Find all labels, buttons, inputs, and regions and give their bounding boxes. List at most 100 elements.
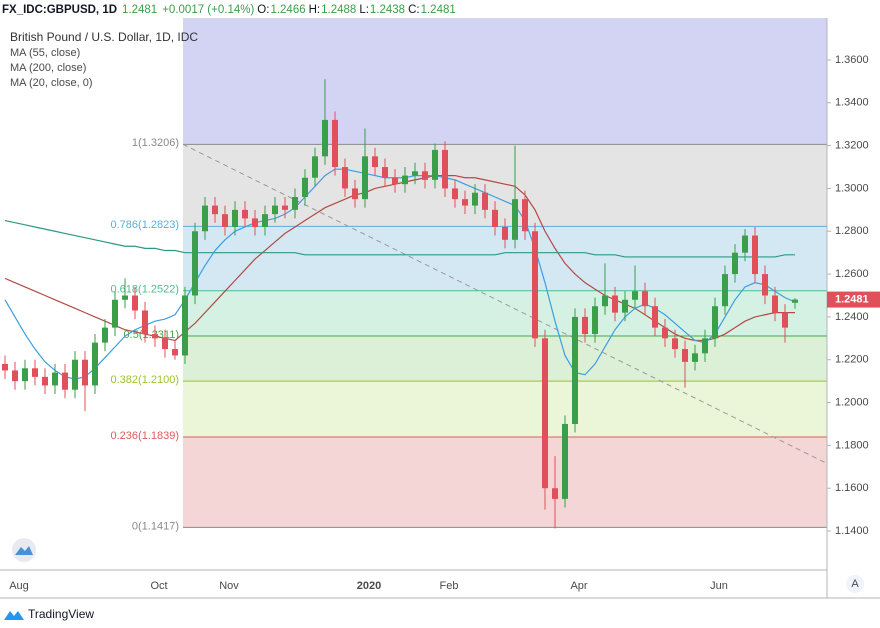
candle-body (542, 338, 548, 489)
candle-body (192, 231, 198, 296)
x-tick-label: Aug (9, 580, 29, 592)
y-tick-label: 1.3200 (835, 140, 869, 152)
fib-zone (183, 437, 827, 528)
y-tick-label: 1.2400 (835, 311, 869, 323)
x-tick-label: Oct (150, 580, 167, 592)
candle-body (12, 370, 18, 382)
candle-body (172, 349, 178, 356)
candle-body (2, 364, 8, 371)
x-tick-label: Jun (710, 580, 728, 592)
auto-scale-button[interactable]: A (846, 575, 864, 593)
candle-body (762, 274, 768, 296)
header-text: 1.2481 (421, 4, 456, 16)
candle-body (312, 156, 318, 178)
candle-body (232, 209, 238, 227)
header-text: 1.2481 (122, 4, 157, 16)
header-text: C: (408, 4, 420, 16)
candle-body (242, 209, 248, 219)
plot-area: 1(1.3206)0.786(1.2823)0.618(1.2522)0.5(1… (2, 18, 827, 532)
fib-label: 0.236(1.1839) (111, 430, 180, 442)
candle-body (62, 372, 68, 390)
candle-body (712, 306, 718, 339)
y-tick-label: 1.1600 (835, 482, 869, 494)
candle-body (82, 359, 88, 386)
candle-body (32, 368, 38, 377)
fib-zone (183, 335, 827, 382)
brand: TradingView (4, 607, 94, 621)
y-tick-label: 1.3400 (835, 97, 869, 109)
header-text: 1.2438 (370, 4, 405, 16)
legend-entry: MA (55, close) (10, 47, 80, 59)
y-tick-label: 1.2200 (835, 354, 869, 366)
candle-body (782, 312, 788, 328)
header-text: +0.0017 (+0.14%) (162, 4, 254, 16)
candle-body (512, 199, 518, 240)
candle-body (682, 349, 688, 362)
y-tick-label: 1.3600 (835, 54, 869, 66)
y-tick-label: 1.2800 (835, 225, 869, 237)
candle-body (102, 327, 108, 343)
candle-body (602, 295, 608, 307)
candle-body (742, 235, 748, 253)
candle-body (372, 156, 378, 168)
button-label: A (851, 578, 859, 590)
candle-body (392, 177, 398, 185)
moving-average (4, 219, 795, 258)
candle-body (382, 167, 388, 178)
candle-body (92, 342, 98, 386)
candle-body (722, 274, 728, 307)
candle-body (672, 338, 678, 350)
candle-body (262, 214, 268, 227)
candle-body (472, 192, 478, 206)
candle-body (22, 368, 28, 382)
fib-label: 0.382(1.2100) (111, 374, 180, 386)
candle-body (482, 192, 488, 210)
candle-body (142, 310, 148, 335)
x-tick-label: 2020 (357, 580, 381, 592)
candle-body (662, 327, 668, 339)
candle-body (72, 359, 78, 390)
legend-entry: British Pound / U.S. Dollar, 1D, IDC (10, 30, 198, 44)
candle-body (572, 316, 578, 424)
x-tick-label: Nov (219, 580, 239, 592)
last-price-label: 1.2481 (835, 293, 869, 305)
candle-body (162, 338, 168, 350)
chart-logo[interactable] (12, 538, 36, 562)
candle-body (402, 175, 408, 185)
y-tick-label: 1.2600 (835, 268, 869, 280)
candle-body (522, 199, 528, 232)
candle-body (112, 299, 118, 328)
y-tick-label: 1.1800 (835, 439, 869, 451)
candle-body (352, 188, 358, 200)
fib-zone (183, 381, 827, 438)
candle-body (622, 299, 628, 313)
fib-zone (183, 290, 827, 336)
y-tick-label: 1.1400 (835, 525, 869, 537)
fib-label: 0(1.1417) (132, 520, 179, 532)
candle-body (532, 231, 538, 339)
moving-average (4, 174, 795, 342)
brand-text: TradingView (28, 607, 94, 621)
fib-label: 0.618(1.2522) (111, 284, 180, 296)
candle-body (652, 306, 658, 328)
x-tick-label: Feb (440, 580, 459, 592)
header-text: FX_IDC:GBPUSD, 1D (2, 4, 117, 16)
fib-zone (183, 18, 827, 145)
candle-body (732, 252, 738, 275)
header-text: O: (257, 4, 269, 16)
fib-label: 0.786(1.2823) (111, 219, 180, 231)
candle-body (332, 119, 338, 168)
candle-body (52, 372, 58, 386)
candle-body (362, 156, 368, 200)
candle-body (502, 226, 508, 240)
candle-body (42, 376, 48, 386)
candle-body (122, 295, 128, 300)
candle-body (442, 149, 448, 189)
candle-body (642, 291, 648, 307)
trendline (182, 143, 826, 463)
candle-body (492, 209, 498, 227)
candle-body (292, 197, 298, 210)
candle-body (632, 291, 638, 300)
candle-body (582, 316, 588, 335)
